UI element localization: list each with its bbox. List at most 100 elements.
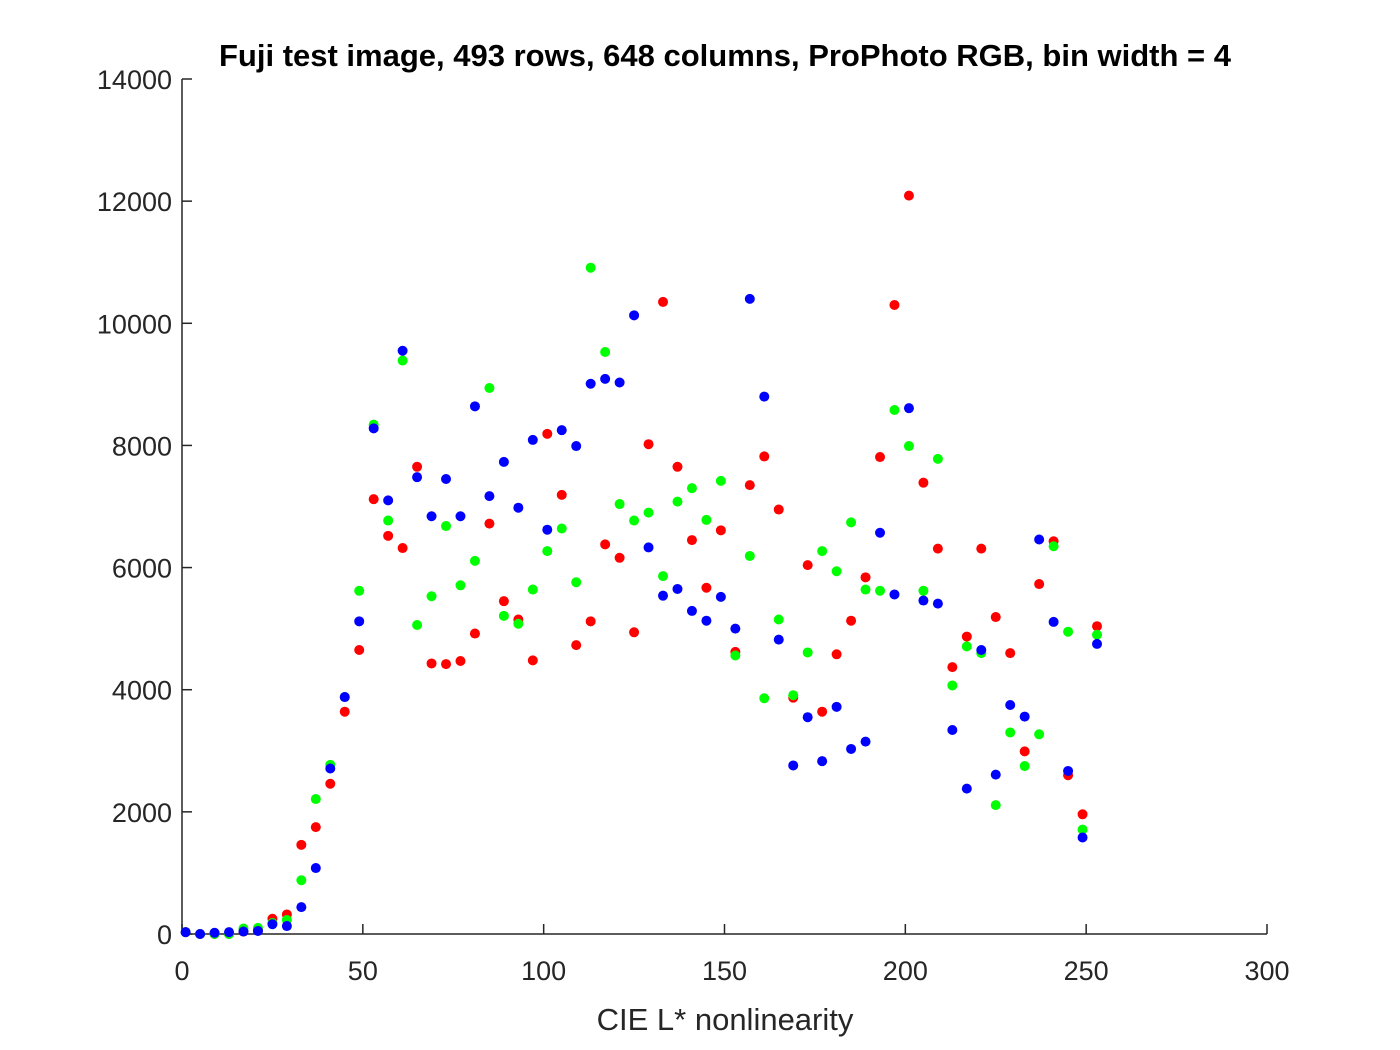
data-point bbox=[947, 725, 958, 736]
data-point bbox=[817, 546, 828, 557]
data-point bbox=[484, 383, 495, 394]
data-point bbox=[715, 525, 726, 536]
data-point bbox=[802, 560, 813, 571]
data-point bbox=[600, 346, 611, 357]
data-point bbox=[469, 628, 480, 639]
data-point bbox=[1077, 832, 1088, 843]
x-tick-label: 0 bbox=[174, 956, 189, 986]
data-point bbox=[672, 461, 683, 472]
data-point bbox=[990, 800, 1001, 811]
data-point bbox=[961, 783, 972, 794]
data-point bbox=[744, 550, 755, 561]
data-point bbox=[773, 504, 784, 515]
data-point bbox=[1019, 761, 1030, 772]
data-point bbox=[831, 701, 842, 712]
data-point bbox=[383, 530, 394, 541]
data-point bbox=[339, 692, 350, 703]
data-point bbox=[802, 647, 813, 658]
data-point bbox=[875, 452, 886, 463]
data-point bbox=[658, 590, 669, 601]
data-point bbox=[310, 794, 321, 805]
data-point bbox=[180, 927, 191, 938]
data-point bbox=[629, 515, 640, 526]
data-point bbox=[397, 345, 408, 356]
data-point bbox=[571, 577, 582, 588]
data-point bbox=[397, 543, 408, 554]
data-points bbox=[180, 190, 1103, 939]
data-point bbox=[1048, 616, 1059, 627]
data-point bbox=[831, 566, 842, 577]
data-point bbox=[802, 712, 813, 723]
data-point bbox=[990, 769, 1001, 780]
data-point bbox=[585, 616, 596, 627]
data-point bbox=[759, 693, 770, 704]
data-point bbox=[527, 655, 538, 666]
data-point bbox=[484, 518, 495, 529]
data-point bbox=[947, 680, 958, 691]
x-tick-label: 150 bbox=[702, 956, 747, 986]
data-point bbox=[412, 461, 423, 472]
data-point bbox=[990, 612, 1001, 623]
data-point bbox=[513, 502, 524, 513]
data-point bbox=[426, 511, 437, 522]
data-point bbox=[846, 615, 857, 626]
data-point bbox=[773, 634, 784, 645]
data-point bbox=[556, 523, 567, 534]
data-point bbox=[715, 591, 726, 602]
data-point bbox=[730, 650, 741, 661]
data-point bbox=[542, 428, 553, 439]
data-point bbox=[1077, 824, 1088, 835]
data-point bbox=[773, 614, 784, 625]
x-tick-label: 250 bbox=[1064, 956, 1109, 986]
data-point bbox=[918, 477, 929, 488]
data-point bbox=[701, 615, 712, 626]
data-point bbox=[889, 299, 900, 310]
data-point bbox=[903, 190, 914, 201]
data-point bbox=[686, 483, 697, 494]
data-point bbox=[860, 572, 871, 583]
data-point bbox=[585, 262, 596, 273]
data-point bbox=[195, 929, 206, 939]
data-point bbox=[455, 656, 466, 667]
data-point bbox=[701, 514, 712, 525]
data-point bbox=[585, 378, 596, 389]
data-point bbox=[788, 690, 799, 701]
data-point bbox=[1019, 746, 1030, 757]
series-0 bbox=[180, 190, 1103, 939]
data-point bbox=[296, 839, 307, 850]
series-1 bbox=[180, 262, 1103, 939]
y-tick-label: 2000 bbox=[112, 798, 172, 828]
y-tick-label: 10000 bbox=[97, 309, 172, 339]
data-point bbox=[296, 875, 307, 886]
data-point bbox=[932, 598, 943, 609]
data-point bbox=[759, 451, 770, 462]
data-point bbox=[730, 623, 741, 634]
data-point bbox=[932, 543, 943, 554]
data-point bbox=[527, 434, 538, 445]
series-2 bbox=[180, 293, 1103, 939]
data-point bbox=[527, 584, 538, 595]
data-point bbox=[744, 293, 755, 304]
x-tick-label: 300 bbox=[1244, 956, 1289, 986]
data-point bbox=[412, 472, 423, 483]
data-point bbox=[339, 706, 350, 717]
data-point bbox=[918, 585, 929, 596]
data-point bbox=[354, 585, 365, 596]
data-point bbox=[903, 403, 914, 414]
data-point bbox=[600, 539, 611, 550]
data-point bbox=[672, 496, 683, 507]
data-point bbox=[788, 760, 799, 771]
data-point bbox=[441, 521, 452, 532]
data-point bbox=[209, 927, 220, 938]
data-point bbox=[860, 584, 871, 595]
data-point bbox=[831, 649, 842, 660]
data-point bbox=[686, 535, 697, 546]
x-tick-label: 50 bbox=[348, 956, 378, 986]
data-point bbox=[1048, 541, 1059, 552]
data-point bbox=[412, 619, 423, 630]
data-point bbox=[817, 706, 828, 717]
data-point bbox=[744, 480, 755, 491]
data-point bbox=[296, 902, 307, 913]
